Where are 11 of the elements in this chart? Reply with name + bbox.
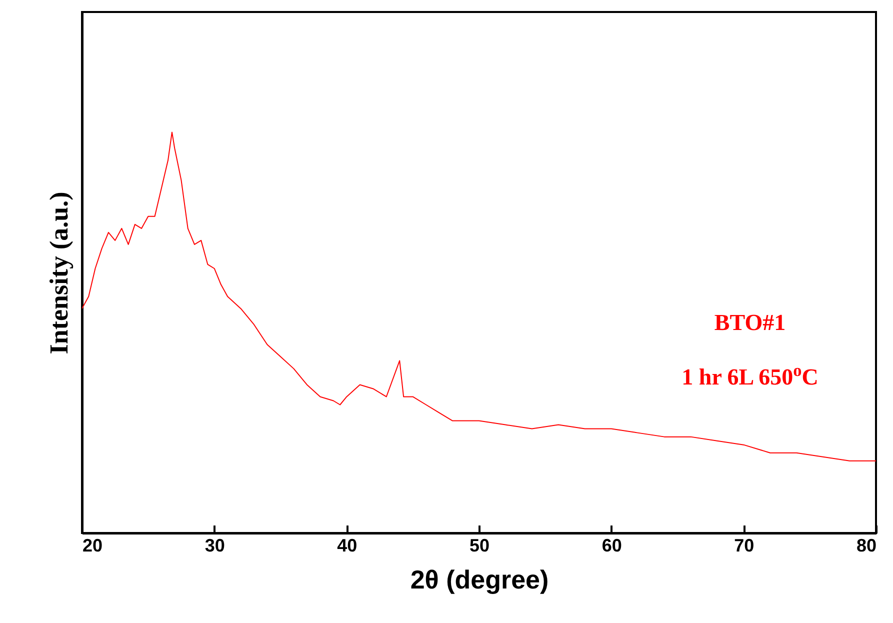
x-tick-label: 50 [469,536,490,556]
annotation: 1 hr 6L 650$^{o}$C [682,361,818,391]
x-tick-label: 40 [337,536,358,556]
x-tick-label: 60 [602,536,622,556]
y-axis-title: Intensity (a.u.) [44,192,74,354]
annotation: BTO#1 [714,310,786,336]
x-axis-title: 2θ (degree) [410,564,549,594]
x-tick-label: 20 [82,536,103,556]
x-tick-label: 70 [734,536,754,556]
x-tick-label: 80 [856,536,876,556]
x-tick-label: 30 [204,536,225,556]
